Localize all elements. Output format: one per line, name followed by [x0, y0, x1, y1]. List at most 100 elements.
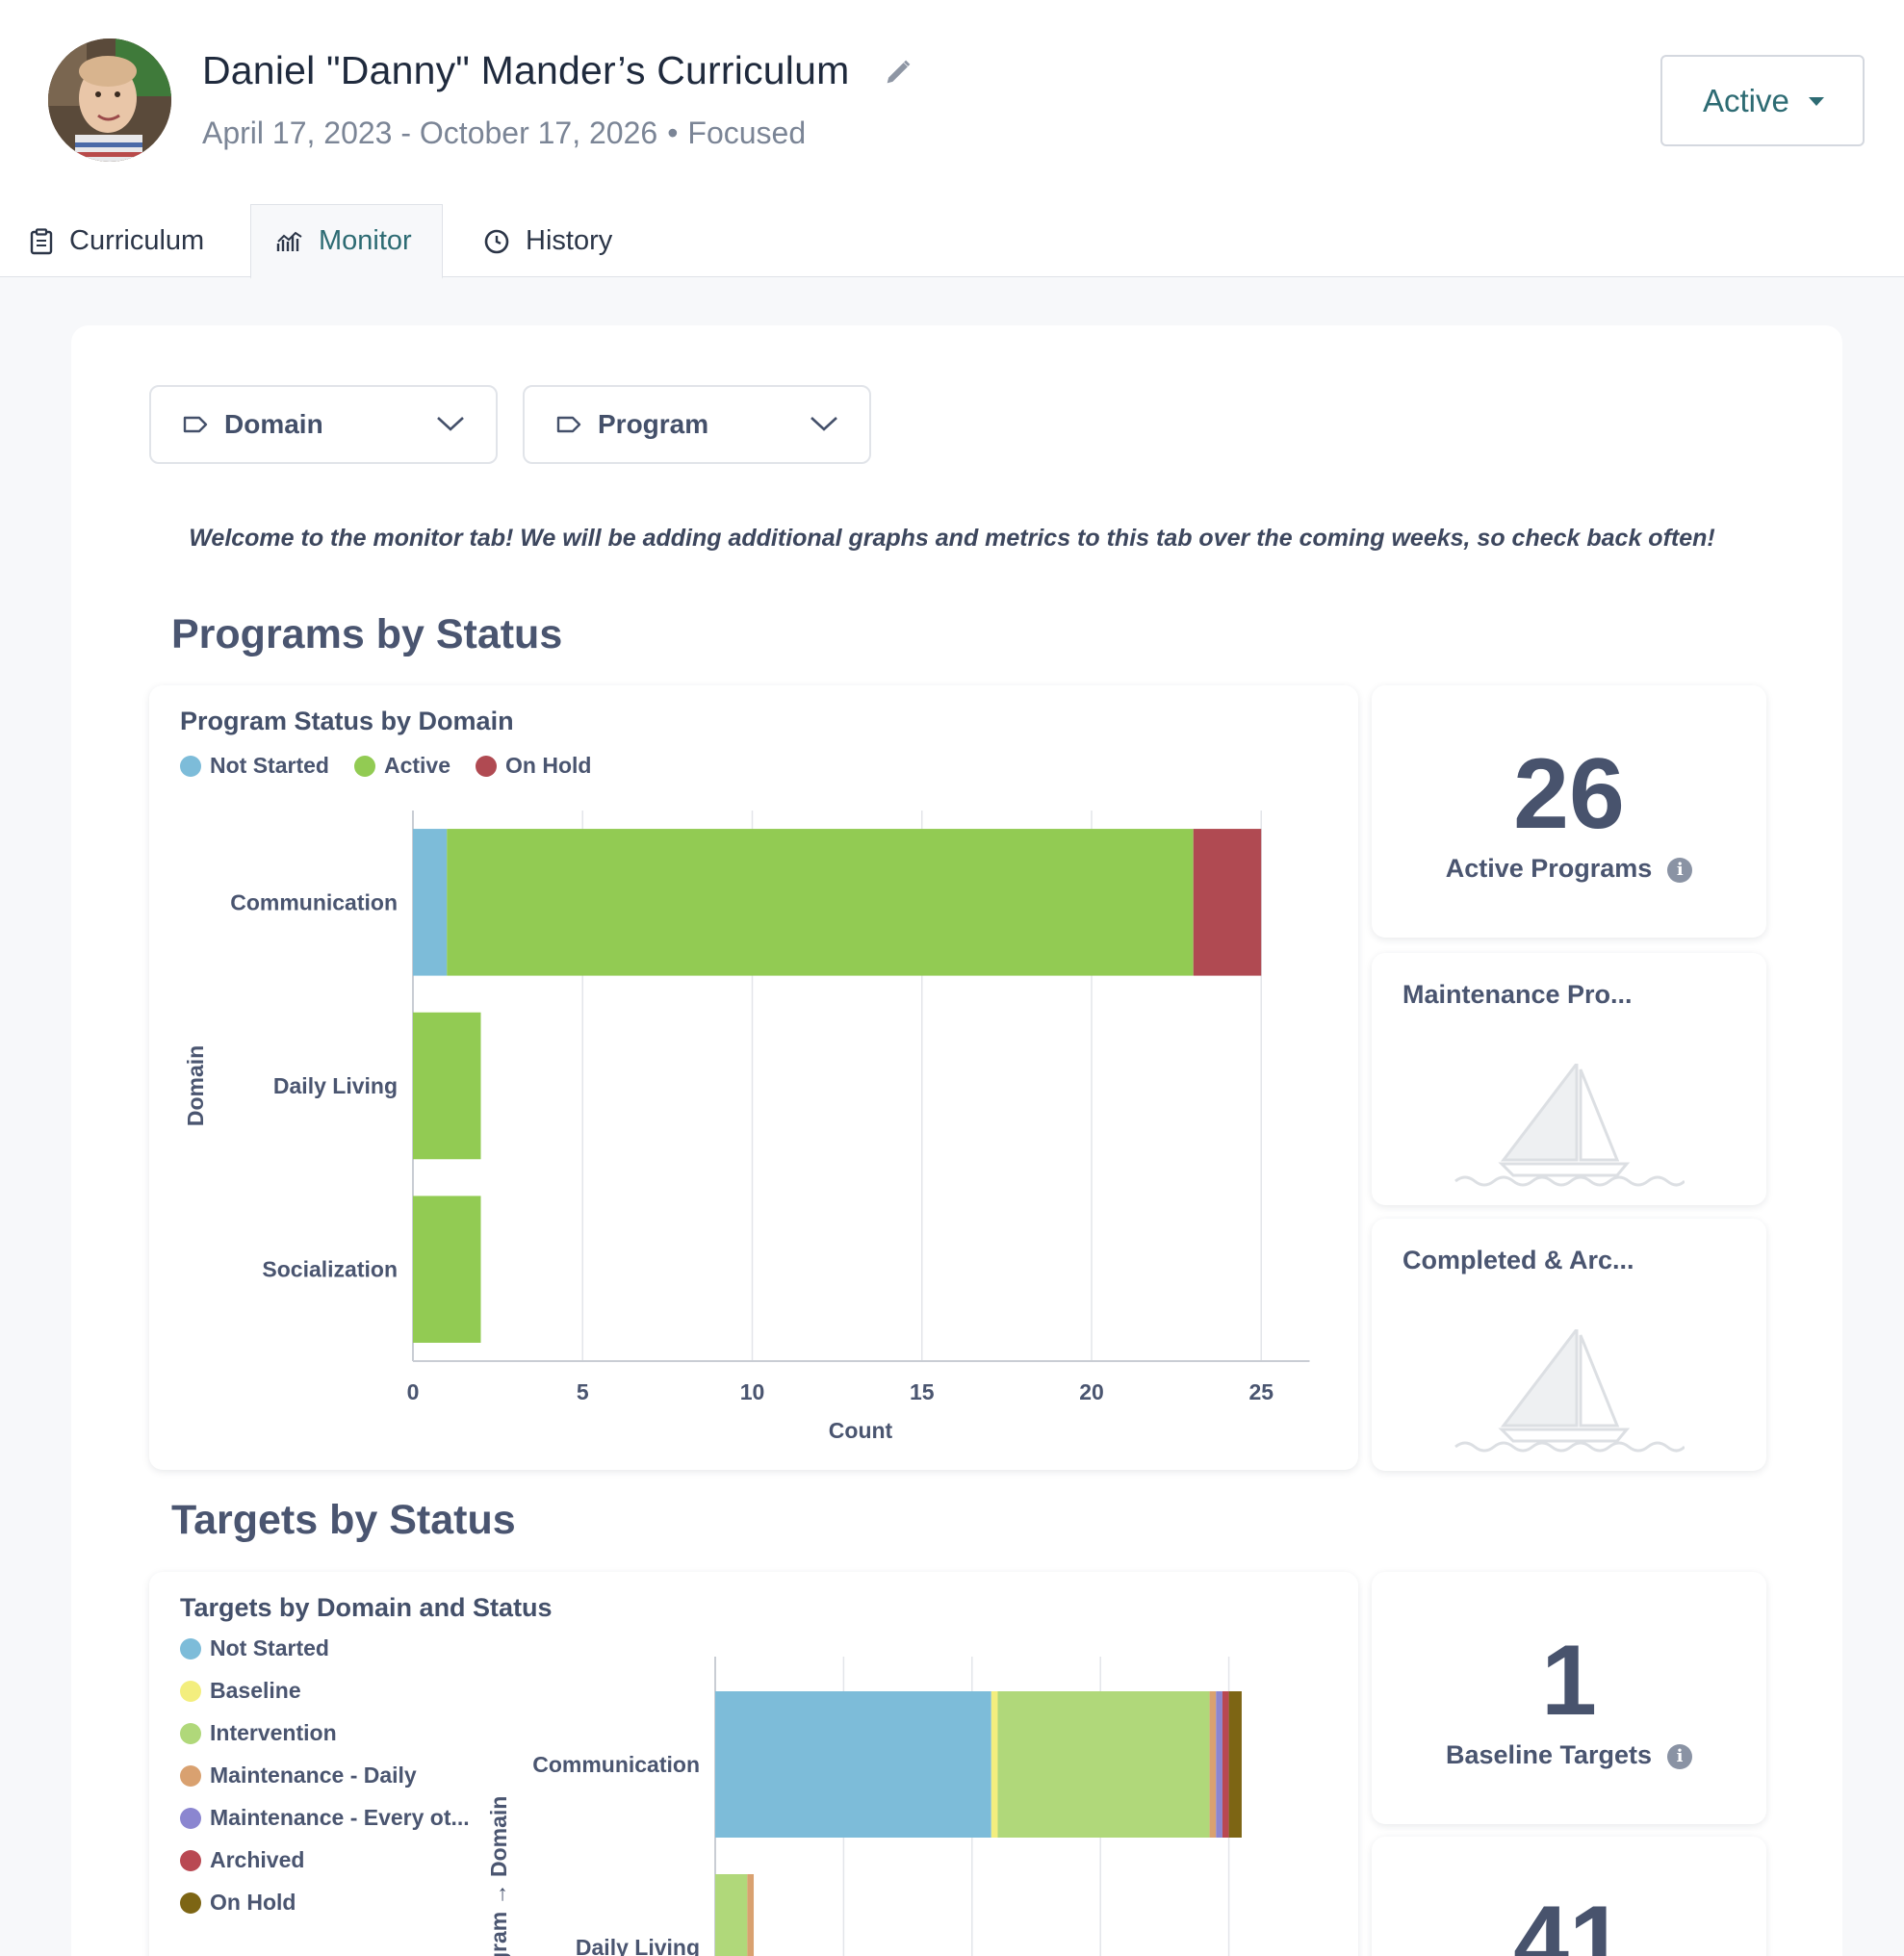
status-dropdown[interactable]: Active [1660, 55, 1865, 146]
legend-swatch [180, 1892, 201, 1914]
legend-swatch [180, 1680, 201, 1702]
tab-history-label: History [526, 225, 613, 256]
sailboat-icon [1454, 1329, 1685, 1453]
legend-item[interactable]: Baseline [180, 1678, 301, 1704]
tab-bar: Curriculum Monitor History [0, 204, 655, 279]
tag-icon [556, 416, 581, 433]
curriculum-subtitle: April 17, 2023 - October 17, 2026 • Focuse… [202, 116, 806, 151]
bar-segment [447, 829, 1194, 976]
pencil-icon[interactable] [882, 56, 914, 89]
bar-segment [1193, 829, 1262, 976]
program-status-chart-card: Program Status by Domain Not Started Act… [149, 685, 1358, 1470]
chevron-down-icon [810, 417, 837, 431]
legend-swatch [180, 1764, 201, 1787]
chevron-down-icon [437, 417, 464, 431]
legend-item[interactable]: Not Started [180, 753, 329, 779]
chart-icon [276, 231, 302, 251]
legend-swatch [353, 755, 375, 777]
legend-label: Not Started [210, 753, 329, 778]
y-axis-label: Domain [183, 1045, 208, 1126]
y-axis-label: Program → Domain [486, 1796, 511, 1956]
bar-segment [1216, 1691, 1222, 1838]
sailboat-icon [1454, 1064, 1685, 1187]
tab-monitor-label: Monitor [319, 225, 412, 256]
legend-label: On Hold [505, 753, 592, 778]
chart-legend: Not Started Active On Hold [180, 753, 591, 779]
page-title: Daniel "Danny" Mander’s Curriculum [202, 48, 850, 92]
legend-label: Intervention [210, 1720, 337, 1745]
legend-item[interactable]: On Hold [476, 753, 591, 779]
section-title-targets: Targets by Status [171, 1497, 516, 1543]
status-dropdown-value: Active [1703, 82, 1789, 118]
x-tick-label: 20 [1079, 1379, 1104, 1404]
legend-label: On Hold [210, 1890, 296, 1915]
targets-chart-card: Targets by Domain and Status Not Started… [149, 1572, 1358, 1956]
tab-history[interactable]: History [443, 204, 655, 278]
y-tick-label: Daily Living [273, 1073, 398, 1098]
legend-swatch [180, 1849, 201, 1871]
targets-kpi-card: 41 [1372, 1837, 1766, 1956]
x-tick-label: 25 [1248, 1379, 1274, 1404]
x-tick-label: 5 [577, 1379, 589, 1404]
program-status-chart: 0 5 10 15 20 25 Communication Daily Living Socia… [183, 811, 1310, 1443]
kpi-value: 41 [1513, 1886, 1625, 1956]
bar-segment [1228, 1691, 1242, 1838]
legend-swatch [180, 1637, 201, 1660]
bar-segment [413, 829, 448, 976]
legend-label: Not Started [210, 1635, 329, 1660]
legend-item[interactable]: Maintenance - Every ot... [180, 1805, 470, 1831]
program-filter[interactable]: Program [523, 385, 871, 464]
legend-item[interactable]: Maintenance - Daily [180, 1763, 417, 1789]
separator-dot: • [667, 116, 679, 150]
legend-swatch [180, 1722, 201, 1744]
kpi-value: 26 [1513, 738, 1625, 850]
welcome-message: Welcome to the monitor tab! We will be a… [189, 525, 1715, 552]
legend-swatch [180, 1807, 201, 1829]
kpi-label: Active Programs [1445, 854, 1653, 883]
completed-archived-card: Completed & Arc... [1372, 1219, 1766, 1471]
bar-segment [997, 1691, 1210, 1838]
kpi-value: 1 [1541, 1625, 1597, 1737]
program-filter-label: Program [598, 409, 709, 439]
card-title: Maintenance Pro... [1402, 980, 1633, 1009]
date-range: April 17, 2023 - October 17, 2026 [202, 116, 658, 150]
tab-curriculum-label: Curriculum [69, 225, 205, 256]
legend-item[interactable]: Active [353, 753, 450, 779]
tab-curriculum[interactable]: Curriculum [0, 204, 250, 278]
x-tick-label: 15 [910, 1379, 935, 1404]
maintenance-programs-card: Maintenance Pro... [1372, 953, 1766, 1205]
chart-title: Program Status by Domain [180, 707, 514, 735]
bar-segment [413, 1196, 481, 1343]
legend-item[interactable]: Archived [180, 1847, 304, 1873]
kpi-label: Baseline Targets [1445, 1740, 1653, 1769]
active-programs-card: 26 Active Programs i [1372, 685, 1766, 938]
caret-down-icon [1809, 97, 1824, 106]
bar-segment [1209, 1691, 1217, 1838]
legend-item[interactable]: Intervention [180, 1720, 337, 1746]
kpi-label-row: Active Programs i [1372, 854, 1766, 884]
legend-item[interactable]: On Hold [180, 1890, 296, 1916]
legend-swatch [476, 755, 497, 777]
bar-segment [413, 1012, 481, 1160]
x-tick-label: 0 [407, 1379, 420, 1404]
card-title: Completed & Arc... [1402, 1246, 1634, 1274]
domain-filter[interactable]: Domain [149, 385, 498, 464]
info-icon[interactable]: i [1667, 1744, 1693, 1769]
y-tick-label: Communication [230, 889, 398, 914]
legend-swatch [180, 755, 201, 777]
clipboard-icon [30, 227, 53, 254]
legend-item[interactable]: Not Started [180, 1635, 329, 1661]
legend-label: Maintenance - Daily [210, 1763, 417, 1788]
page-header: Daniel "Danny" Mander’s Curriculum April… [0, 0, 1904, 279]
info-icon[interactable]: i [1667, 858, 1693, 883]
kpi-label-row: Baseline Targets i [1372, 1740, 1766, 1770]
section-title-programs: Programs by Status [171, 611, 563, 657]
targets-chart: Communication Daily Living Program → Domai… [486, 1657, 1242, 1956]
legend-label: Active [383, 753, 450, 778]
bar-segment [991, 1691, 998, 1838]
baseline-targets-card: 1 Baseline Targets i [1372, 1572, 1766, 1824]
tab-monitor[interactable]: Monitor [250, 204, 443, 279]
legend-label: Baseline [210, 1678, 301, 1703]
legend-label: Archived [210, 1847, 305, 1872]
bar-segment [715, 1691, 991, 1838]
